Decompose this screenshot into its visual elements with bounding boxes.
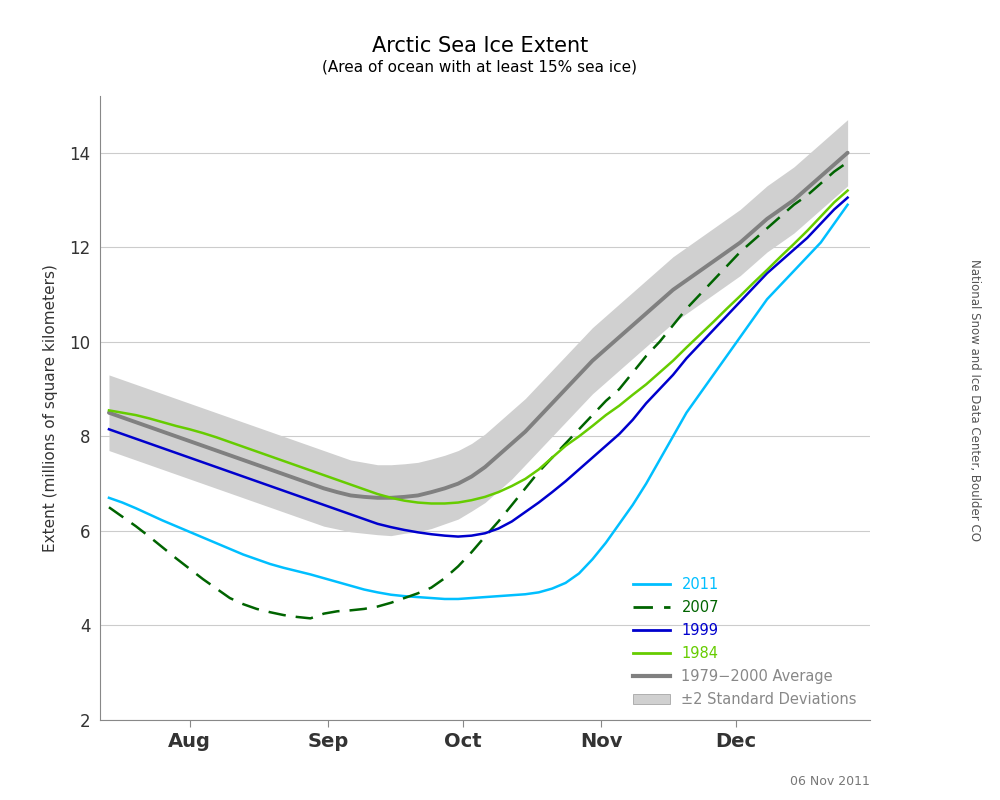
Text: (Area of ocean with at least 15% sea ice): (Area of ocean with at least 15% sea ice… [322,60,638,75]
Text: 06 Nov 2011: 06 Nov 2011 [790,775,870,788]
Y-axis label: Extent (millions of square kilometers): Extent (millions of square kilometers) [43,264,58,552]
Text: Arctic Sea Ice Extent: Arctic Sea Ice Extent [372,36,588,56]
Legend: 2011, 2007, 1999, 1984, 1979−2000 Average, ±2 Standard Deviations: 2011, 2007, 1999, 1984, 1979−2000 Averag… [627,571,863,713]
Text: National Snow and Ice Data Center, Boulder CO: National Snow and Ice Data Center, Bould… [968,259,982,541]
